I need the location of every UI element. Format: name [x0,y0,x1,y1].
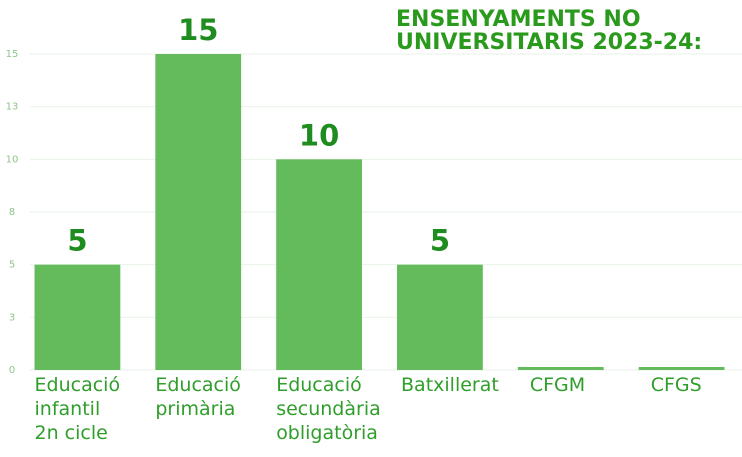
bar [276,159,362,370]
x-tick-label: Educació secundària obligatòria [276,374,381,444]
y-tick-label: 15 [6,49,19,60]
value-label: 10 [299,118,339,152]
y-tick-label: 10 [6,154,19,165]
bar [638,367,725,370]
x-tick-label: Educació infantil 2n cicle [34,374,121,444]
x-tick-label: CFGS [650,374,702,396]
bar [397,264,483,370]
value-label: 5 [430,224,450,258]
bar [155,54,242,370]
x-tick-label: Batxillerat [401,374,499,396]
y-tick-label: 5 [9,260,15,271]
chart-title: ENSENYAMENTS NO UNIVERSITARIS 2023-24: [396,7,703,55]
value-label: 15 [178,13,218,47]
x-tick-label: Educació primària [155,374,241,420]
value-label: 5 [67,224,87,258]
y-tick-label: 8 [9,207,15,218]
bar [517,367,604,370]
y-tick-label: 0 [9,365,15,376]
y-tick-label: 13 [6,102,19,113]
x-tick-label: CFGM [529,374,586,396]
bar [34,264,121,370]
y-tick-label: 3 [9,312,15,323]
